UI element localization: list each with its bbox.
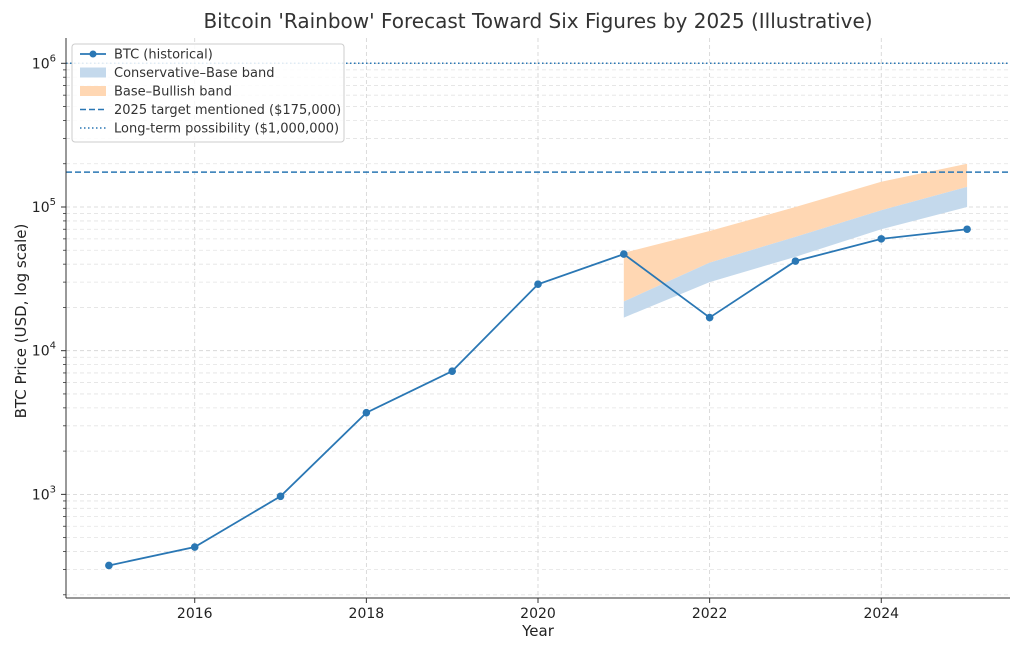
y-tick-label: 106	[32, 53, 56, 72]
y-ticks: 103 104 105 106	[32, 53, 66, 596]
x-tick-label: 2022	[692, 606, 728, 622]
y-tick-label: 104	[32, 341, 56, 360]
data-point	[705, 313, 714, 322]
data-point	[190, 543, 199, 551]
x-tick-label: 2018	[349, 606, 385, 622]
y-tick-label: 105	[32, 197, 56, 216]
legend-label: 2025 target mentioned ($175,000)	[114, 103, 341, 118]
data-point	[534, 280, 542, 289]
grid	[66, 38, 1010, 598]
data-points	[105, 225, 971, 570]
data-point	[877, 235, 886, 243]
forecast-bands	[623, 163, 968, 318]
legend-label: Conservative–Base band	[114, 66, 274, 81]
data-point	[276, 492, 285, 501]
x-ticks: 2016 2018 2020 2022 2024	[177, 598, 899, 622]
band-area	[623, 163, 968, 302]
x-axis-label: Year	[521, 622, 555, 640]
legend-label: BTC (historical)	[114, 48, 213, 63]
legend-box	[71, 43, 345, 143]
data-point	[620, 250, 628, 258]
x-tick-label: 2016	[177, 606, 213, 622]
x-tick-label: 2024	[863, 606, 899, 622]
legend-patch-swatch	[80, 67, 106, 78]
data-point	[105, 561, 113, 570]
data-point	[362, 408, 371, 417]
y-tick-label: 103	[32, 484, 56, 503]
legend-label: Base–Bullish band	[114, 85, 232, 100]
data-point	[448, 367, 456, 375]
legend: BTC (historical) Conservative–Base band Ba…	[71, 43, 345, 143]
chart-title: Bitcoin 'Rainbow' Forecast Toward Six Fi…	[203, 9, 872, 33]
legend-label: Long-term possibility ($1,000,000)	[114, 122, 339, 137]
y-axis-label: BTC Price (USD, log scale)	[12, 224, 30, 419]
band-area	[623, 186, 968, 318]
data-point	[963, 225, 971, 234]
data-point	[791, 257, 800, 265]
legend-marker	[89, 50, 97, 58]
legend-patch-swatch	[80, 86, 106, 96]
x-tick-label: 2020	[520, 606, 556, 622]
